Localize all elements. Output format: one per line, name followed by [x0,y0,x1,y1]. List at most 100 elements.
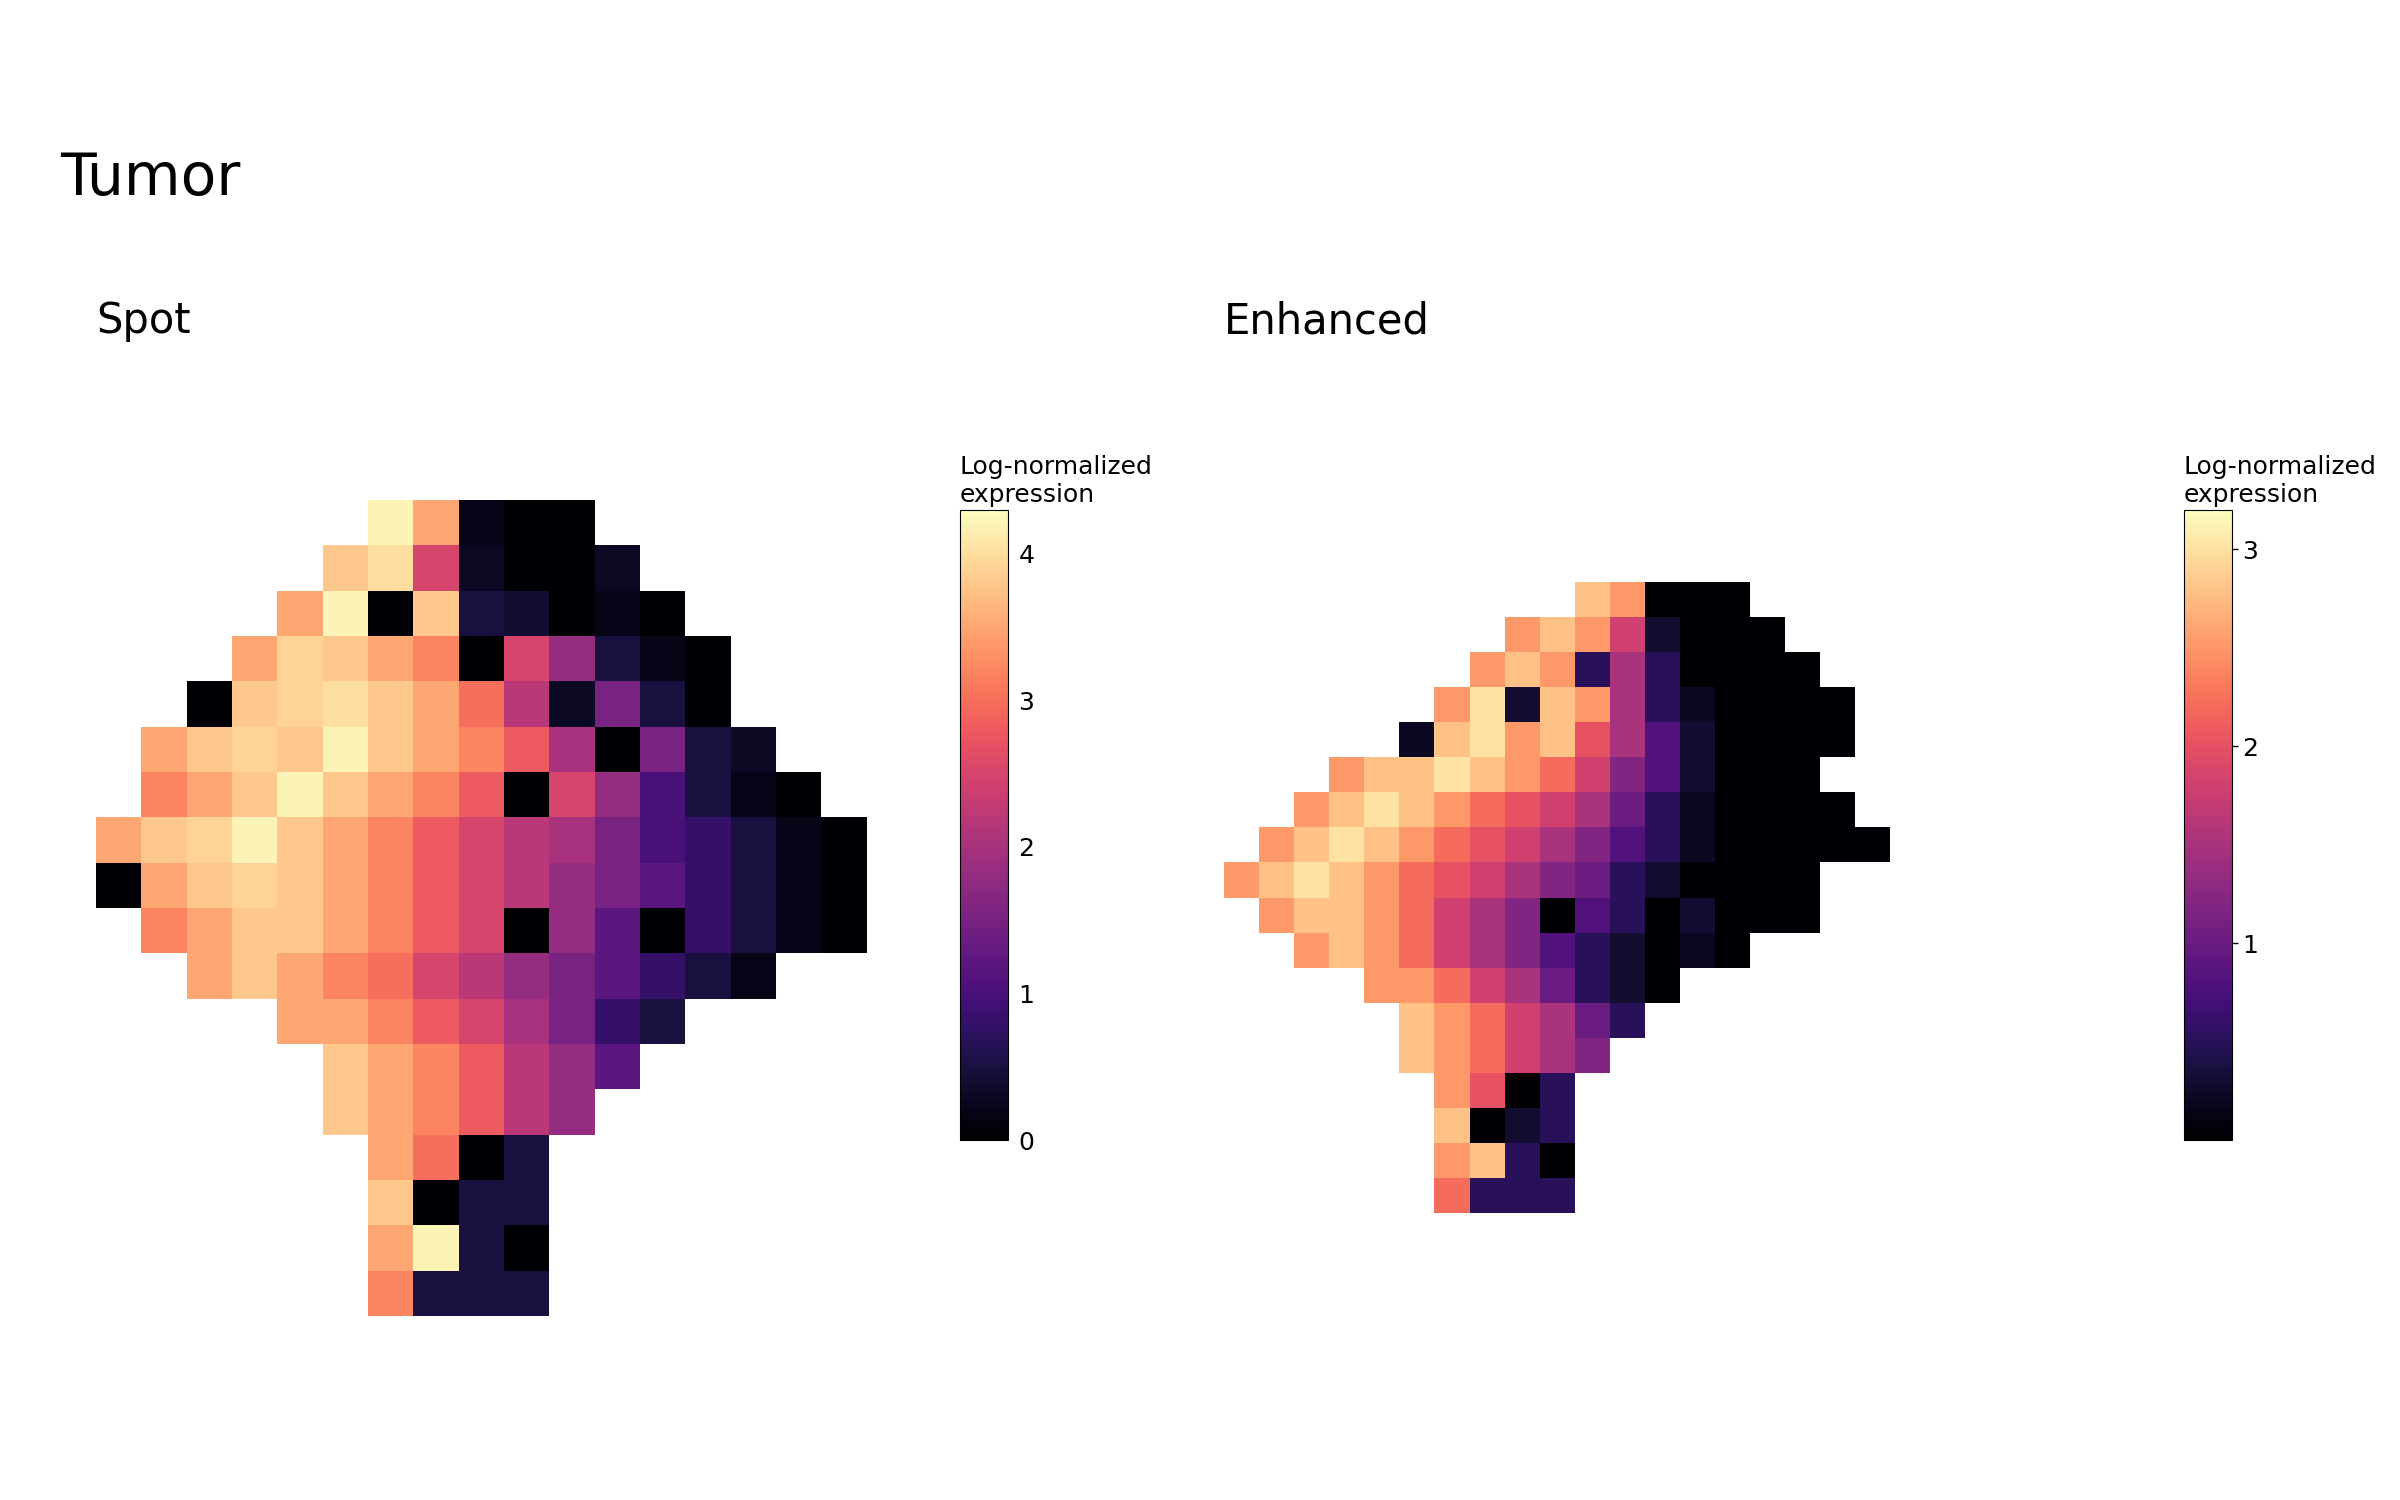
Bar [1469,1108,1505,1143]
Bar [686,681,730,726]
Bar [458,544,504,591]
Bar [233,952,278,999]
Bar [1541,1178,1574,1214]
Bar [1505,792,1541,828]
Bar [1399,758,1435,792]
Bar [550,681,595,726]
Bar [1435,933,1469,968]
Bar [1644,828,1680,862]
Bar [278,818,322,862]
Bar [1399,862,1435,897]
Bar [1819,687,1855,722]
Bar [1435,828,1469,862]
Bar [458,1044,504,1089]
Bar [595,636,641,681]
Bar [1610,758,1644,792]
Bar [504,1270,550,1316]
Bar [322,862,367,907]
Bar [641,591,686,636]
Bar [1435,1072,1469,1108]
Bar [504,999,550,1044]
Bar [504,681,550,726]
Bar [413,636,458,681]
Bar [1294,828,1330,862]
Bar [1680,582,1716,616]
Bar [1505,1178,1541,1214]
Bar [1505,933,1541,968]
Bar [322,681,367,726]
Bar [504,726,550,772]
Bar [504,818,550,862]
Bar [550,1044,595,1089]
Bar [641,772,686,818]
Bar [595,726,641,772]
Bar [1750,897,1786,933]
Bar [504,544,550,591]
Bar [1716,792,1750,828]
Bar [1363,828,1399,862]
Bar [1469,1143,1505,1178]
Bar [1469,862,1505,897]
Bar [641,636,686,681]
Bar [1680,792,1716,828]
Bar [367,862,413,907]
Bar [1541,1108,1574,1143]
Bar [1260,828,1294,862]
Bar [1505,722,1541,758]
Bar [187,818,233,862]
Bar [1716,828,1750,862]
Bar [1469,687,1505,722]
Bar [278,681,322,726]
Bar [1716,582,1750,616]
Bar [1610,968,1644,1004]
Bar [1505,1038,1541,1072]
Bar [278,772,322,818]
Bar [1435,862,1469,897]
Bar [504,952,550,999]
Bar [1541,616,1574,652]
Bar [458,952,504,999]
Bar [1610,722,1644,758]
Bar [413,908,458,952]
Bar [686,818,730,862]
Bar [413,1134,458,1180]
Bar [1330,862,1363,897]
Bar [458,591,504,636]
Text: Tumor: Tumor [60,150,240,207]
Bar [1574,1038,1610,1072]
Bar [1435,687,1469,722]
Bar [1574,792,1610,828]
Bar [278,726,322,772]
Bar [1363,792,1399,828]
Bar [641,952,686,999]
Bar [1819,792,1855,828]
Bar [1680,828,1716,862]
Bar [278,636,322,681]
Bar [686,952,730,999]
Bar [1716,652,1750,687]
Bar [550,1089,595,1134]
Bar [322,818,367,862]
Bar [1786,828,1819,862]
Bar [1750,862,1786,897]
Bar [1716,758,1750,792]
Bar [1399,792,1435,828]
Bar [1435,758,1469,792]
Bar [1330,897,1363,933]
Bar [367,818,413,862]
Bar [1574,828,1610,862]
Bar [1716,722,1750,758]
Bar [322,726,367,772]
Bar [413,500,458,544]
Bar [821,862,866,907]
Bar [367,1180,413,1225]
Bar [187,726,233,772]
Bar [1541,1072,1574,1108]
Bar [595,908,641,952]
Bar [1469,897,1505,933]
Bar [1750,722,1786,758]
Bar [1541,1004,1574,1038]
Bar [1541,1038,1574,1072]
Bar [142,772,187,818]
Bar [504,1226,550,1270]
